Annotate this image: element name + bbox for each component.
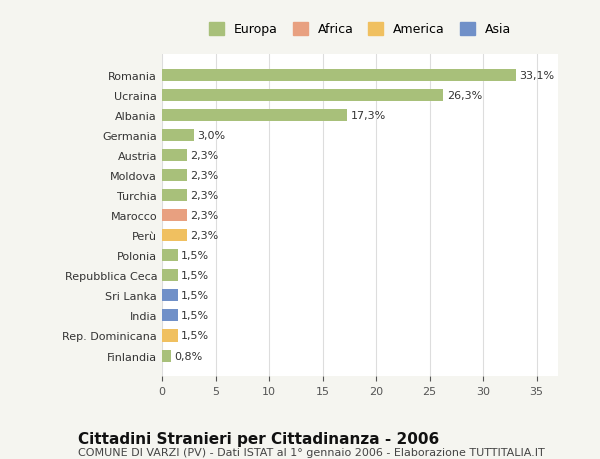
Text: 2,3%: 2,3% xyxy=(190,191,218,201)
Text: 3,0%: 3,0% xyxy=(197,131,226,141)
Bar xyxy=(162,230,187,242)
Text: 1,5%: 1,5% xyxy=(181,251,209,261)
Text: COMUNE DI VARZI (PV) - Dati ISTAT al 1° gennaio 2006 - Elaborazione TUTTITALIA.I: COMUNE DI VARZI (PV) - Dati ISTAT al 1° … xyxy=(78,448,545,458)
Bar xyxy=(162,170,187,182)
Text: Cittadini Stranieri per Cittadinanza - 2006: Cittadini Stranieri per Cittadinanza - 2… xyxy=(78,431,439,447)
Legend: Europa, Africa, America, Asia: Europa, Africa, America, Asia xyxy=(209,23,511,36)
Text: 1,5%: 1,5% xyxy=(181,271,209,281)
Bar xyxy=(162,310,178,322)
Bar xyxy=(162,110,347,122)
Text: 17,3%: 17,3% xyxy=(350,111,386,121)
Text: 0,8%: 0,8% xyxy=(174,351,202,361)
Bar xyxy=(162,350,170,362)
Text: 1,5%: 1,5% xyxy=(181,291,209,301)
Bar xyxy=(162,130,194,142)
Text: 33,1%: 33,1% xyxy=(520,71,554,81)
Bar xyxy=(162,290,178,302)
Bar xyxy=(162,250,178,262)
Bar xyxy=(162,210,187,222)
Text: 1,5%: 1,5% xyxy=(181,311,209,321)
Text: 2,3%: 2,3% xyxy=(190,211,218,221)
Bar xyxy=(162,150,187,162)
Text: 1,5%: 1,5% xyxy=(181,331,209,341)
Bar xyxy=(162,330,178,342)
Text: 2,3%: 2,3% xyxy=(190,171,218,181)
Bar xyxy=(162,190,187,202)
Text: 2,3%: 2,3% xyxy=(190,231,218,241)
Text: 26,3%: 26,3% xyxy=(446,91,482,101)
Bar xyxy=(162,270,178,282)
Text: 2,3%: 2,3% xyxy=(190,151,218,161)
Bar xyxy=(162,70,516,82)
Bar xyxy=(162,90,443,102)
